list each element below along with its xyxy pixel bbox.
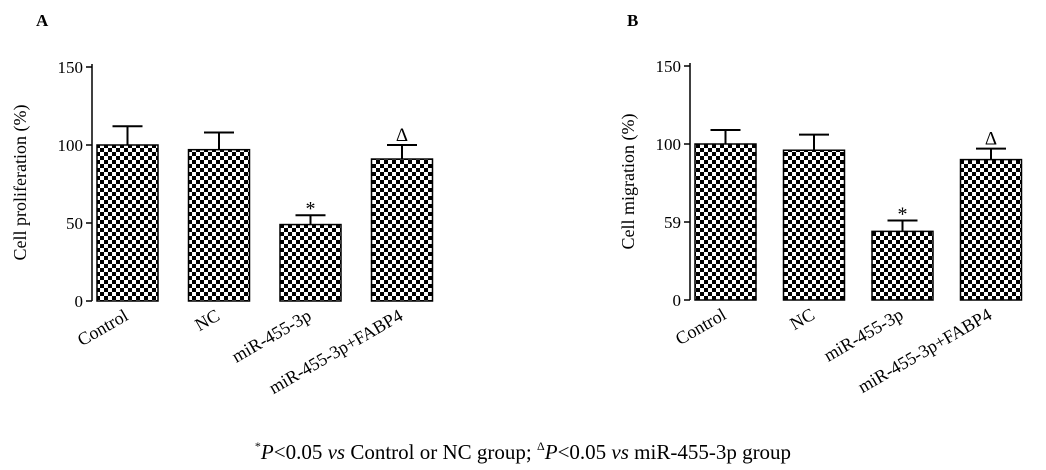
y-axis-label: Cell proliferation (%) [10, 105, 31, 261]
x-tick-label: NC [191, 305, 223, 335]
x-tick-label: Control [672, 304, 730, 349]
footnote-vs-2: vs [611, 440, 629, 464]
bar [279, 223, 342, 302]
bar [96, 144, 159, 302]
panel-label: B [627, 11, 638, 30]
y-tick-label: 100 [58, 136, 84, 155]
bar [370, 158, 434, 302]
footnote-p-2: P [544, 440, 558, 464]
y-tick-label: 59 [664, 213, 681, 232]
x-tick-label: NC [786, 304, 818, 334]
footnote-vs-1: vs [327, 440, 346, 464]
footnote-text-2: Control or NC group; [345, 440, 538, 464]
significance-asterisk: * [898, 203, 908, 225]
significance-asterisk: * [306, 198, 316, 220]
x-tick-label: Control [74, 305, 132, 350]
chart-panel-a: A 0 50 100 150 Cell proliferation (%) Control N… [10, 11, 434, 398]
y-tick-label: 50 [66, 214, 83, 233]
y-tick-label: 100 [656, 135, 682, 154]
x-tick-label: miR-455-3p [228, 305, 314, 366]
panel-label: A [36, 11, 49, 30]
significance-delta: Δ [985, 129, 997, 150]
y-tick-label: 0 [75, 292, 84, 311]
significance-delta: Δ [396, 125, 408, 146]
y-axis-label: Cell migration (%) [618, 114, 639, 250]
bar [694, 143, 757, 301]
y-tick-label: 150 [58, 58, 84, 77]
y-tick-label: 0 [673, 291, 682, 310]
bar [959, 158, 1023, 301]
figure-footnote: *P<0.05 vs Control or NC group; ΔP<0.05 … [0, 440, 1046, 465]
footnote-asterisk: * [254, 439, 261, 453]
bar [187, 148, 251, 302]
bar [871, 230, 934, 301]
bar [782, 149, 846, 301]
footnote-text-1: <0.05 [273, 440, 328, 464]
footnote-text-3: <0.05 [557, 440, 612, 464]
footnote-p-1: P [260, 440, 274, 464]
footnote-text-4: miR-455-3p group [628, 440, 792, 464]
footnote-delta: Δ [537, 439, 545, 453]
y-tick-label: 150 [656, 57, 682, 76]
